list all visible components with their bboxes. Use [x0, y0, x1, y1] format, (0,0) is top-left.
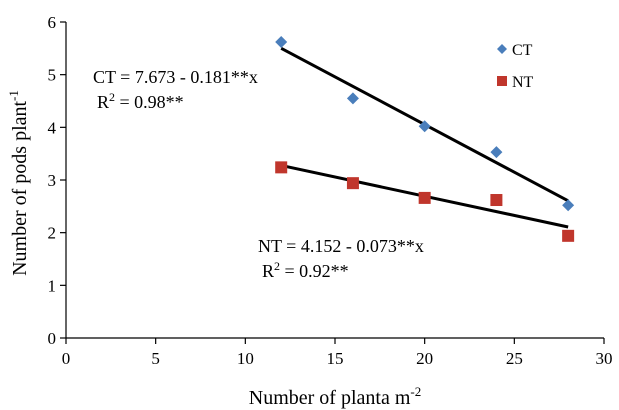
y-tick-label: 3 — [48, 171, 57, 190]
data-points — [275, 36, 575, 242]
legend-ct-label: CT — [512, 42, 533, 59]
y-axis-title: Number of pods plant-1 — [6, 90, 31, 276]
y-tick-label: 5 — [48, 66, 57, 85]
nt-data-point — [275, 161, 288, 174]
ct-r2-label: R2 = 0.98** — [97, 90, 184, 112]
y-tick-label: 2 — [48, 224, 57, 243]
y-tick-label: 0 — [48, 329, 57, 348]
x-tick-label: 10 — [237, 349, 254, 368]
y-tick-label: 6 — [48, 13, 57, 32]
ct-equation-label: CT = 7.673 - 0.181**x — [93, 67, 258, 87]
nt-data-point — [490, 194, 503, 207]
x-tick-label: 30 — [596, 349, 613, 368]
legend-nt-marker — [497, 76, 507, 86]
nt-r2-label: R2 = 0.92** — [262, 259, 349, 281]
nt-data-point — [418, 191, 431, 204]
y-tick-label: 1 — [48, 276, 57, 295]
ct-data-point — [346, 92, 359, 105]
nt-equation-label: NT = 4.152 - 0.073**x — [258, 236, 424, 256]
nt-data-point — [346, 177, 359, 190]
legend: CT NT — [497, 42, 534, 91]
nt-data-point — [562, 229, 575, 242]
legend-ct-marker — [497, 44, 507, 54]
legend-nt-label: NT — [512, 74, 534, 91]
ct-data-point — [562, 199, 575, 212]
ct-data-point — [275, 36, 288, 49]
ct-data-point — [418, 120, 431, 133]
axis-ticks: 0 5 10 15 20 25 30 0 1 2 3 4 5 6 — [48, 13, 613, 368]
x-tick-label: 20 — [416, 349, 433, 368]
x-tick-label: 25 — [506, 349, 523, 368]
x-tick-label: 0 — [62, 349, 71, 368]
x-axis-title: Number of planta m-2 — [249, 384, 421, 409]
ct-data-point — [490, 146, 503, 159]
x-tick-label: 15 — [327, 349, 344, 368]
y-tick-label: 4 — [48, 118, 57, 137]
x-tick-label: 5 — [151, 349, 160, 368]
